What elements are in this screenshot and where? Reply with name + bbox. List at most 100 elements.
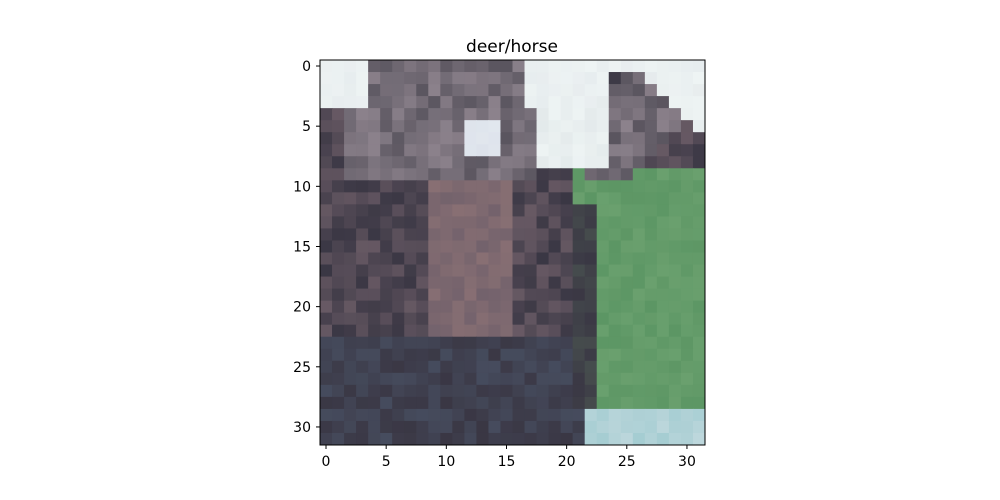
image-pixel <box>572 288 586 302</box>
image-pixel <box>368 228 381 242</box>
image-pixel <box>524 192 538 205</box>
image-pixel <box>512 156 526 169</box>
image-pixel <box>680 204 694 218</box>
image-pixel <box>428 372 441 386</box>
image-pixel <box>656 360 670 374</box>
image-pixel <box>524 288 538 302</box>
image-pixel <box>320 264 333 278</box>
image-pixel <box>512 216 526 230</box>
image-pixel <box>476 60 490 73</box>
image-pixel <box>584 420 598 434</box>
image-pixel <box>560 396 574 410</box>
image-pixel <box>620 348 634 362</box>
image-pixel <box>500 300 514 314</box>
image-pixel <box>608 300 622 314</box>
image-pixel <box>404 216 417 230</box>
image-pixel <box>536 228 550 242</box>
image-pixel <box>524 252 538 266</box>
image-pixel <box>344 96 357 109</box>
image-pixel <box>332 396 345 410</box>
image-pixel <box>548 336 562 350</box>
image-pixel <box>644 96 658 109</box>
image-pixel <box>584 432 598 445</box>
image-pixel <box>548 240 562 254</box>
image-pixel <box>440 372 453 386</box>
image-pixel <box>368 216 381 230</box>
x-tick-label: 0 <box>322 454 331 470</box>
image-pixel <box>680 108 694 121</box>
image-pixel <box>656 276 670 290</box>
image-pixel <box>692 216 705 230</box>
image-pixel <box>320 432 333 445</box>
image-pixel <box>572 420 586 434</box>
image-pixel <box>668 228 682 242</box>
image-pixel <box>500 144 514 157</box>
image-pixel <box>380 288 393 302</box>
image-pixel <box>620 108 634 121</box>
image-pixel <box>524 348 538 362</box>
image-pixel <box>560 72 574 85</box>
image-pixel <box>584 384 598 398</box>
image-pixel <box>656 180 670 193</box>
image-pixel <box>608 432 622 445</box>
image-pixel <box>452 84 465 97</box>
image-pixel <box>404 168 417 181</box>
image-pixel <box>536 324 550 338</box>
image-pixel <box>356 360 369 374</box>
image-pixel <box>404 120 417 133</box>
image-pixel <box>656 168 670 181</box>
image-pixel <box>500 108 514 121</box>
image-pixel <box>440 396 453 410</box>
image-pixel <box>440 432 453 445</box>
image-pixel <box>428 240 441 254</box>
image-pixel <box>656 372 670 386</box>
image-pixel <box>416 408 429 422</box>
image-pixel <box>608 204 622 218</box>
y-tick-label: 30 <box>293 420 311 436</box>
image-pixel <box>392 240 405 254</box>
image-pixel <box>452 408 465 422</box>
image-pixel <box>332 312 345 326</box>
image-pixel <box>560 120 574 133</box>
image-pixel <box>524 60 538 73</box>
image-pixel <box>620 408 634 422</box>
y-axis: 0 5 10 15 20 25 30 <box>293 59 320 436</box>
image-pixel <box>656 228 670 242</box>
x-axis: 0 5 10 15 20 25 30 <box>322 445 696 470</box>
image-pixel <box>572 300 586 314</box>
image-pixel <box>680 240 694 254</box>
image-pixel <box>440 72 453 85</box>
image-pixel <box>548 192 562 205</box>
image-pixel <box>392 264 405 278</box>
image-pixel <box>656 252 670 266</box>
image-pixel <box>428 108 441 121</box>
image-pixel <box>368 348 381 362</box>
image-pixel <box>692 396 705 410</box>
image-pixel <box>608 384 622 398</box>
image-pixel <box>560 132 574 145</box>
image-pixel <box>440 276 453 290</box>
image-pixel <box>524 120 538 133</box>
image-pixel <box>512 372 526 386</box>
image-pixel <box>608 84 622 97</box>
image-pixel <box>668 336 682 350</box>
image-pixel <box>692 372 705 386</box>
y-tick-label: 10 <box>293 179 311 195</box>
image-pixel <box>608 252 622 266</box>
image-pixel <box>596 420 610 434</box>
image-pixel <box>668 408 682 422</box>
image-pixel <box>644 168 658 181</box>
image-pixel <box>596 60 610 73</box>
image-pixel <box>488 156 502 169</box>
image-pixel <box>488 72 502 85</box>
image-pixel <box>500 240 514 254</box>
image-pixel <box>668 72 682 85</box>
image-pixel <box>524 312 538 326</box>
image-pixel <box>344 156 357 169</box>
image-pixel <box>680 336 694 350</box>
image-pixel <box>548 132 562 145</box>
image-pixel <box>644 156 658 169</box>
image-pixel <box>404 252 417 266</box>
image-pixel <box>488 192 502 205</box>
image-pixel <box>464 432 478 445</box>
